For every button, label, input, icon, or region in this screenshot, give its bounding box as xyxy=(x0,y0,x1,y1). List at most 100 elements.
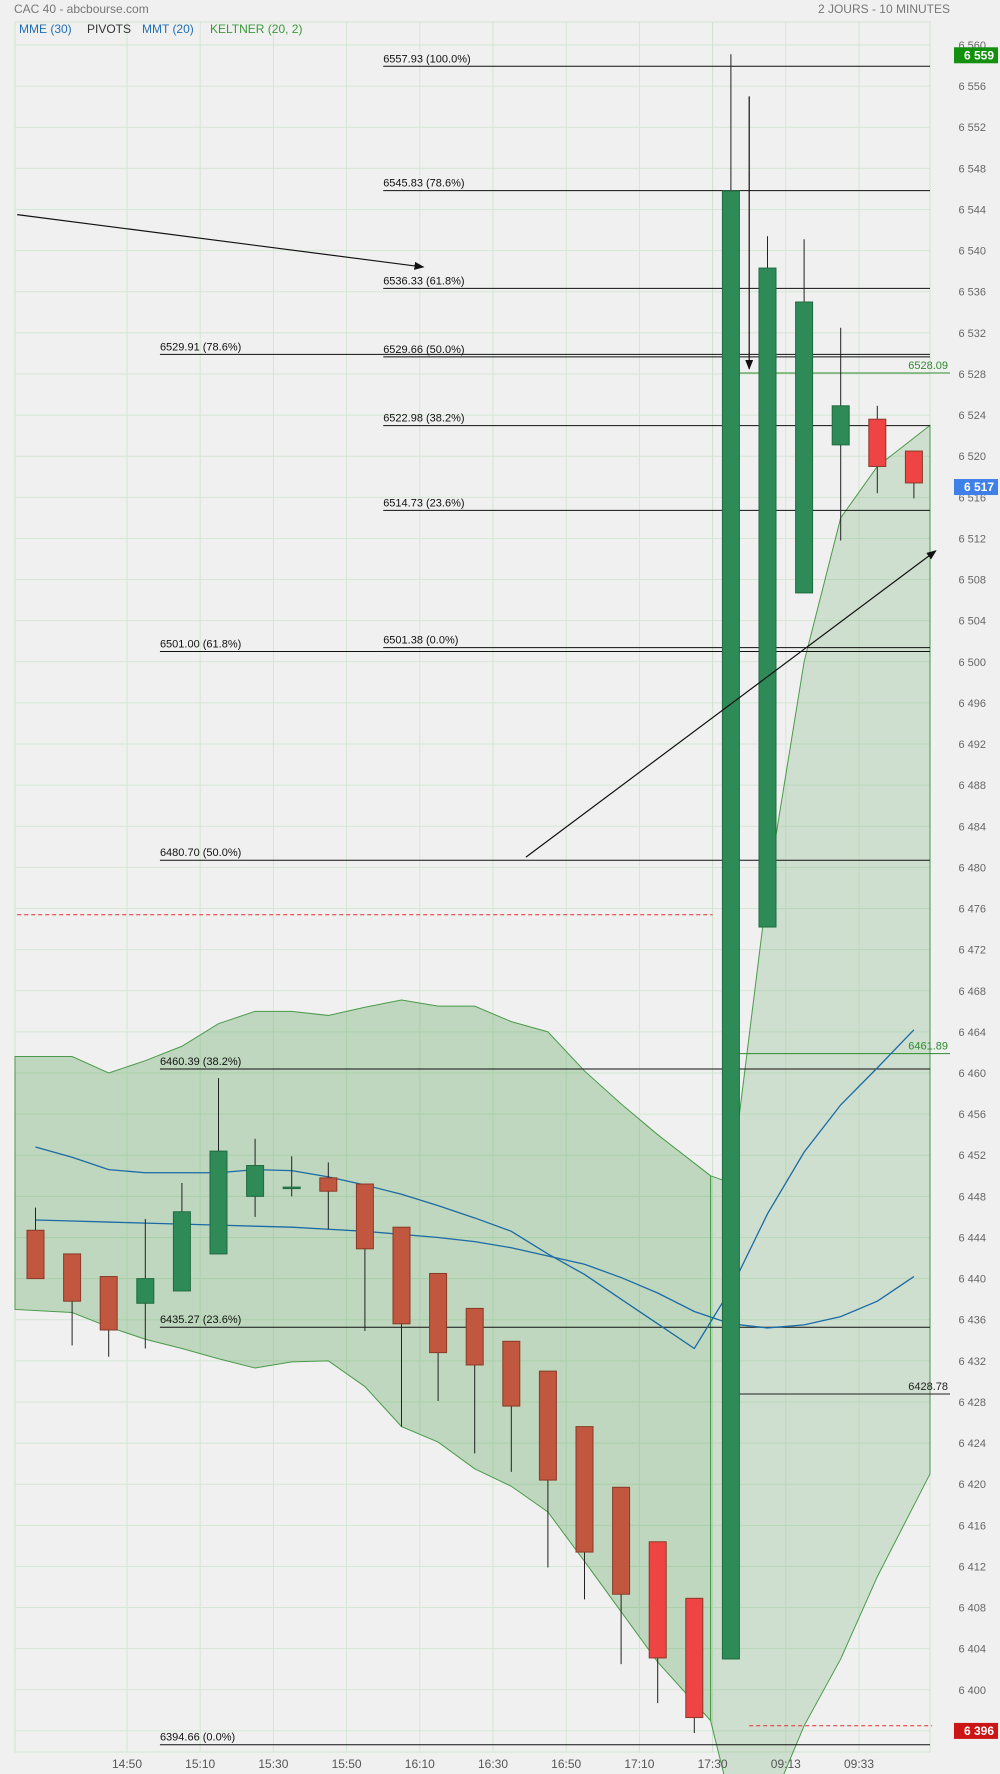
price-tag-label: 6 559 xyxy=(964,48,994,62)
x-tick-label: 16:50 xyxy=(551,1757,581,1771)
candle-bearish xyxy=(63,1253,82,1302)
y-tick-label: 6 400 xyxy=(958,1685,986,1697)
y-tick-label: 6 412 xyxy=(958,1561,986,1573)
x-tick-label: 09:13 xyxy=(771,1757,801,1771)
candle-bullish xyxy=(209,1150,228,1255)
y-tick-label: 6 440 xyxy=(958,1274,986,1286)
legend-mmt[interactable]: MMT (20) xyxy=(142,22,194,36)
y-tick-label: 6 548 xyxy=(958,163,986,175)
x-tick-label: 15:50 xyxy=(332,1757,362,1771)
y-tick-label: 6 444 xyxy=(958,1232,986,1244)
y-tick-label: 6 408 xyxy=(958,1603,986,1615)
pivot-label: 6528.09 xyxy=(908,360,948,372)
candle-bearish xyxy=(538,1370,557,1481)
fib-label: 6480.70 (50.0%) xyxy=(160,847,241,859)
candle-bearish xyxy=(392,1226,411,1325)
pivot-label: 6461.89 xyxy=(908,1041,948,1053)
fib-label: 6501.00 (61.8%) xyxy=(160,639,241,651)
y-tick-label: 6 500 xyxy=(958,657,986,669)
y-tick-label: 6 488 xyxy=(958,780,986,792)
candle-bearish xyxy=(575,1426,594,1553)
y-tick-label: 6 540 xyxy=(958,246,986,258)
y-tick-label: 6 508 xyxy=(958,575,986,587)
y-tick-label: 6 476 xyxy=(958,904,986,916)
price-tag xyxy=(954,479,998,496)
y-tick-label: 6 556 xyxy=(958,81,986,93)
fib-label: 6557.93 (100.0%) xyxy=(383,53,470,65)
trend-arrow xyxy=(17,214,425,270)
price-tag-label: 6 396 xyxy=(964,1724,994,1738)
sma20-line xyxy=(35,1029,915,1350)
fib-label: 6501.38 (0.0%) xyxy=(383,635,458,647)
fib-label: 6529.66 (50.0%) xyxy=(383,344,464,356)
candle-bearish xyxy=(355,1183,374,1250)
candle-bullish xyxy=(721,190,740,1660)
candle-bearish xyxy=(868,418,887,467)
candle-bullish xyxy=(172,1211,191,1292)
candle-bearish xyxy=(26,1229,45,1280)
y-tick-label: 6 484 xyxy=(958,821,986,833)
y-tick-label: 6 460 xyxy=(958,1068,986,1080)
y-tick-label: 6 528 xyxy=(958,369,986,381)
y-tick-label: 6 436 xyxy=(958,1315,986,1327)
legend-pivots[interactable]: PIVOTS xyxy=(87,22,131,36)
candle-bullish xyxy=(136,1278,155,1304)
candle-bearish xyxy=(612,1486,631,1595)
fib-label: 6394.66 (0.0%) xyxy=(160,1732,235,1744)
y-tick-label: 6 448 xyxy=(958,1191,986,1203)
y-tick-label: 6 520 xyxy=(958,451,986,463)
legend-keltner[interactable]: KELTNER (20, 2) xyxy=(210,22,302,36)
y-tick-label: 6 424 xyxy=(958,1438,986,1450)
y-tick-label: 6 468 xyxy=(958,986,986,998)
y-tick-label: 6 544 xyxy=(958,204,986,216)
x-tick-label: 09:33 xyxy=(844,1757,874,1771)
y-tick-label: 6 464 xyxy=(958,1027,986,1039)
grid xyxy=(14,21,931,1753)
y-tick-label: 6 472 xyxy=(958,945,986,957)
x-tick-label: 16:10 xyxy=(405,1757,435,1771)
x-axis: 14:50 15:10 15:30 15:50 16:10 16:30 16:50 17:10… xyxy=(112,1757,874,1771)
x-tick-label: 17:30 xyxy=(698,1757,728,1771)
candle-bullish xyxy=(831,405,850,446)
y-tick-label: 6 516 xyxy=(958,492,986,504)
candle-bearish xyxy=(319,1177,338,1192)
candle-bearish xyxy=(904,450,923,484)
annotations xyxy=(17,96,937,858)
y-tick-label: 6 420 xyxy=(958,1479,986,1491)
y-tick-label: 6 524 xyxy=(958,410,986,422)
x-tick-label: 15:10 xyxy=(185,1757,215,1771)
y-tick-label: 6 512 xyxy=(958,533,986,545)
legend-mme[interactable]: MME (30) xyxy=(19,22,72,36)
y-tick-label: 6 492 xyxy=(958,739,986,751)
y-tick-label: 6 496 xyxy=(958,698,986,710)
y-tick-label: 6 504 xyxy=(958,616,986,628)
pivot-label: 6428.78 xyxy=(908,1381,948,1393)
candle-bullish xyxy=(282,1186,301,1190)
keltner-band xyxy=(14,424,931,1774)
keltner-area-day2 xyxy=(710,424,931,1774)
fib-label: 6435.27 (23.6%) xyxy=(160,1314,241,1326)
price-tag xyxy=(954,1722,998,1739)
y-tick-label: 6 452 xyxy=(958,1150,986,1162)
chart-title: CAC 40 - abcbourse.com xyxy=(14,2,149,16)
trend-arrow xyxy=(525,550,937,858)
y-tick-label: 6 456 xyxy=(958,1109,986,1121)
y-tick-label: 6 552 xyxy=(958,122,986,134)
y-tick-label: 6 432 xyxy=(958,1356,986,1368)
x-tick-label: 15:30 xyxy=(258,1757,288,1771)
fib-label: 6545.83 (78.6%) xyxy=(383,178,464,190)
candle-bearish xyxy=(685,1597,704,1719)
candle-bearish xyxy=(99,1276,118,1331)
fib-label: 6460.39 (38.2%) xyxy=(160,1056,241,1068)
y-tick-label: 6 428 xyxy=(958,1397,986,1409)
candle-bearish xyxy=(502,1340,521,1407)
y-tick-label: 6 404 xyxy=(958,1644,986,1656)
y-tick-label: 6 532 xyxy=(958,328,986,340)
candle-bullish xyxy=(246,1165,265,1197)
price-tag xyxy=(954,47,998,64)
x-tick-label: 14:50 xyxy=(112,1757,142,1771)
candle-bearish xyxy=(429,1272,448,1354)
